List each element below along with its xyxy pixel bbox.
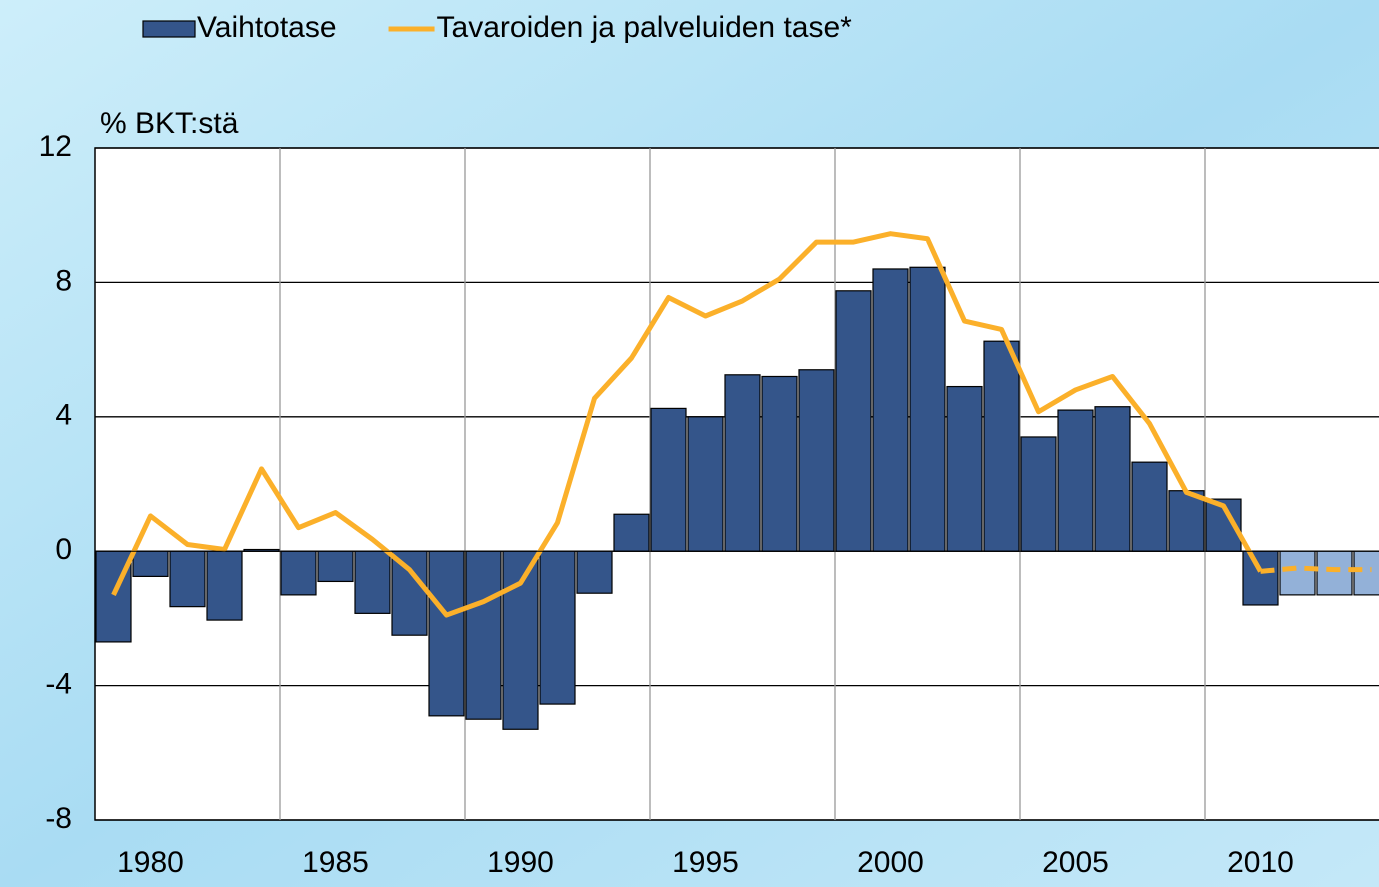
- bar: [983, 340, 1020, 552]
- x-tick-label: 2010: [1227, 846, 1294, 879]
- y-axis-label: % BKT:stä: [100, 107, 239, 140]
- y-tick-label: 0: [55, 533, 72, 566]
- x-tick-label: 1980: [117, 846, 184, 879]
- bar: [1168, 490, 1205, 552]
- x-tick-label: 2005: [1042, 846, 1109, 879]
- x-tick-label: 1995: [672, 846, 739, 879]
- bar: [280, 550, 317, 596]
- bar: [169, 550, 206, 608]
- legend-label: Tavaroiden ja palveluiden tase*: [437, 11, 853, 44]
- x-tick-label: 2000: [857, 846, 924, 879]
- bar: [687, 416, 724, 552]
- bar: [1353, 550, 1379, 596]
- x-tick-label: 1985: [302, 846, 369, 879]
- bar: [1131, 461, 1168, 552]
- bar: [909, 266, 946, 552]
- bar: [465, 550, 502, 720]
- y-tick-label: -4: [45, 668, 72, 701]
- y-tick-label: 4: [55, 399, 72, 432]
- bar: [1316, 550, 1353, 596]
- bar: [1094, 406, 1131, 552]
- bar: [132, 550, 169, 578]
- line: [1260, 565, 1372, 574]
- x-tick-label: 1990: [487, 846, 554, 879]
- y-tick-label: 8: [55, 264, 72, 297]
- legend-swatch: [142, 20, 196, 38]
- bar: [539, 550, 576, 705]
- bar: [872, 268, 909, 552]
- bar: [1020, 436, 1057, 552]
- bar: [1279, 550, 1316, 596]
- bar: [317, 550, 354, 583]
- bar: [761, 375, 798, 552]
- bar: [354, 550, 391, 614]
- bar: [613, 513, 650, 552]
- bar: [391, 550, 428, 636]
- bar: [798, 369, 835, 552]
- bar: [206, 550, 243, 621]
- bar: [1242, 550, 1279, 606]
- bar: [502, 550, 539, 730]
- bar: [1057, 409, 1094, 552]
- bar: [650, 407, 687, 552]
- bar: [576, 550, 613, 594]
- legend-label: Vaihtotase: [197, 11, 337, 44]
- bar: [946, 385, 983, 552]
- bar: [835, 290, 872, 552]
- bar: [428, 550, 465, 717]
- y-tick-label: -8: [45, 802, 72, 835]
- bar: [724, 374, 761, 552]
- line: [111, 231, 1263, 618]
- y-tick-label: 12: [39, 130, 72, 163]
